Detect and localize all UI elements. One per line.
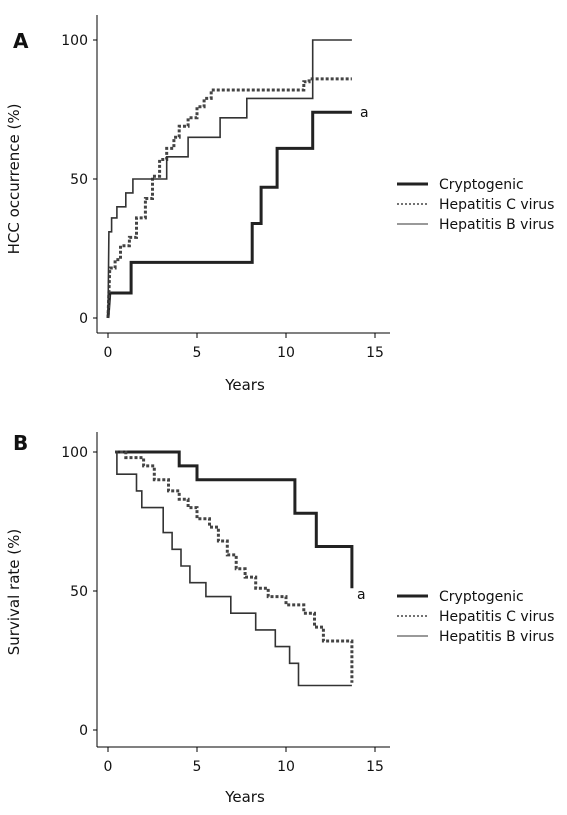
panel-b-y-axis-label: Survival rate (%): [5, 529, 23, 655]
panel-b-legend: Cryptogenic Hepatitis C virus Hepatitis …: [397, 589, 554, 645]
panel-b-series-hepatitis-b: [115, 451, 352, 687]
panel-b-ytick-label-100: 100: [61, 445, 88, 461]
panel-a-letter: A: [13, 29, 29, 53]
panel-a-x-axis-label: Years: [224, 376, 265, 394]
panel-a-xtick-label-15: 15: [366, 345, 384, 361]
legend-b-label-hepatitis-c: Hepatitis C virus: [439, 609, 554, 625]
panel-b-xtick-label-5: 5: [193, 759, 202, 775]
panel-a-xtick-label-0: 0: [104, 345, 113, 361]
panel-b-series-hepatitis-c: [115, 450, 354, 683]
legend-b-label-cryptogenic: Cryptogenic: [439, 589, 524, 605]
panel-a-xtick-label-10: 10: [277, 345, 295, 361]
legend-a-label-hepatitis-c: Hepatitis C virus: [439, 197, 554, 213]
panel-a-xtick-label-5: 5: [193, 345, 202, 361]
panel-a-ytick-label-50: 50: [70, 172, 88, 188]
panel-b-xtick-label-15: 15: [366, 759, 384, 775]
legend-a-label-hepatitis-b: Hepatitis B virus: [439, 217, 554, 233]
panel-b-letter: B: [13, 431, 28, 455]
panel-a-series-cryptogenic: [106, 110, 352, 319]
panel-b-ytick-label-0: 0: [79, 723, 88, 739]
panel-b-xtick-label-0: 0: [104, 759, 113, 775]
panel-a-series-hepatitis-b: [107, 39, 352, 319]
panel-a-ytick-label-0: 0: [79, 311, 88, 327]
panel-a-y-axis-label: HCC occurrence (%): [5, 104, 23, 255]
panel-b: B 0 50 100 0 5 10 15 Years Survival rate…: [5, 431, 554, 806]
panel-a-annotation: a: [360, 105, 369, 121]
panel-b-x-axis-label: Years: [224, 788, 265, 806]
panel-b-xtick-label-10: 10: [277, 759, 295, 775]
panel-a: A 0 50 100 0 5 10 15 Years HCC occurrenc…: [5, 15, 554, 394]
panel-b-annotation: a: [357, 587, 366, 603]
panel-b-ytick-label-50: 50: [70, 584, 88, 600]
panel-a-series-hepatitis-c: [106, 77, 352, 319]
panel-a-legend: Cryptogenic Hepatitis C virus Hepatitis …: [397, 177, 554, 233]
panel-b-series-cryptogenic: [115, 450, 354, 589]
legend-a-label-cryptogenic: Cryptogenic: [439, 177, 524, 193]
legend-b-label-hepatitis-b: Hepatitis B virus: [439, 629, 554, 645]
panel-a-ytick-label-100: 100: [61, 33, 88, 49]
